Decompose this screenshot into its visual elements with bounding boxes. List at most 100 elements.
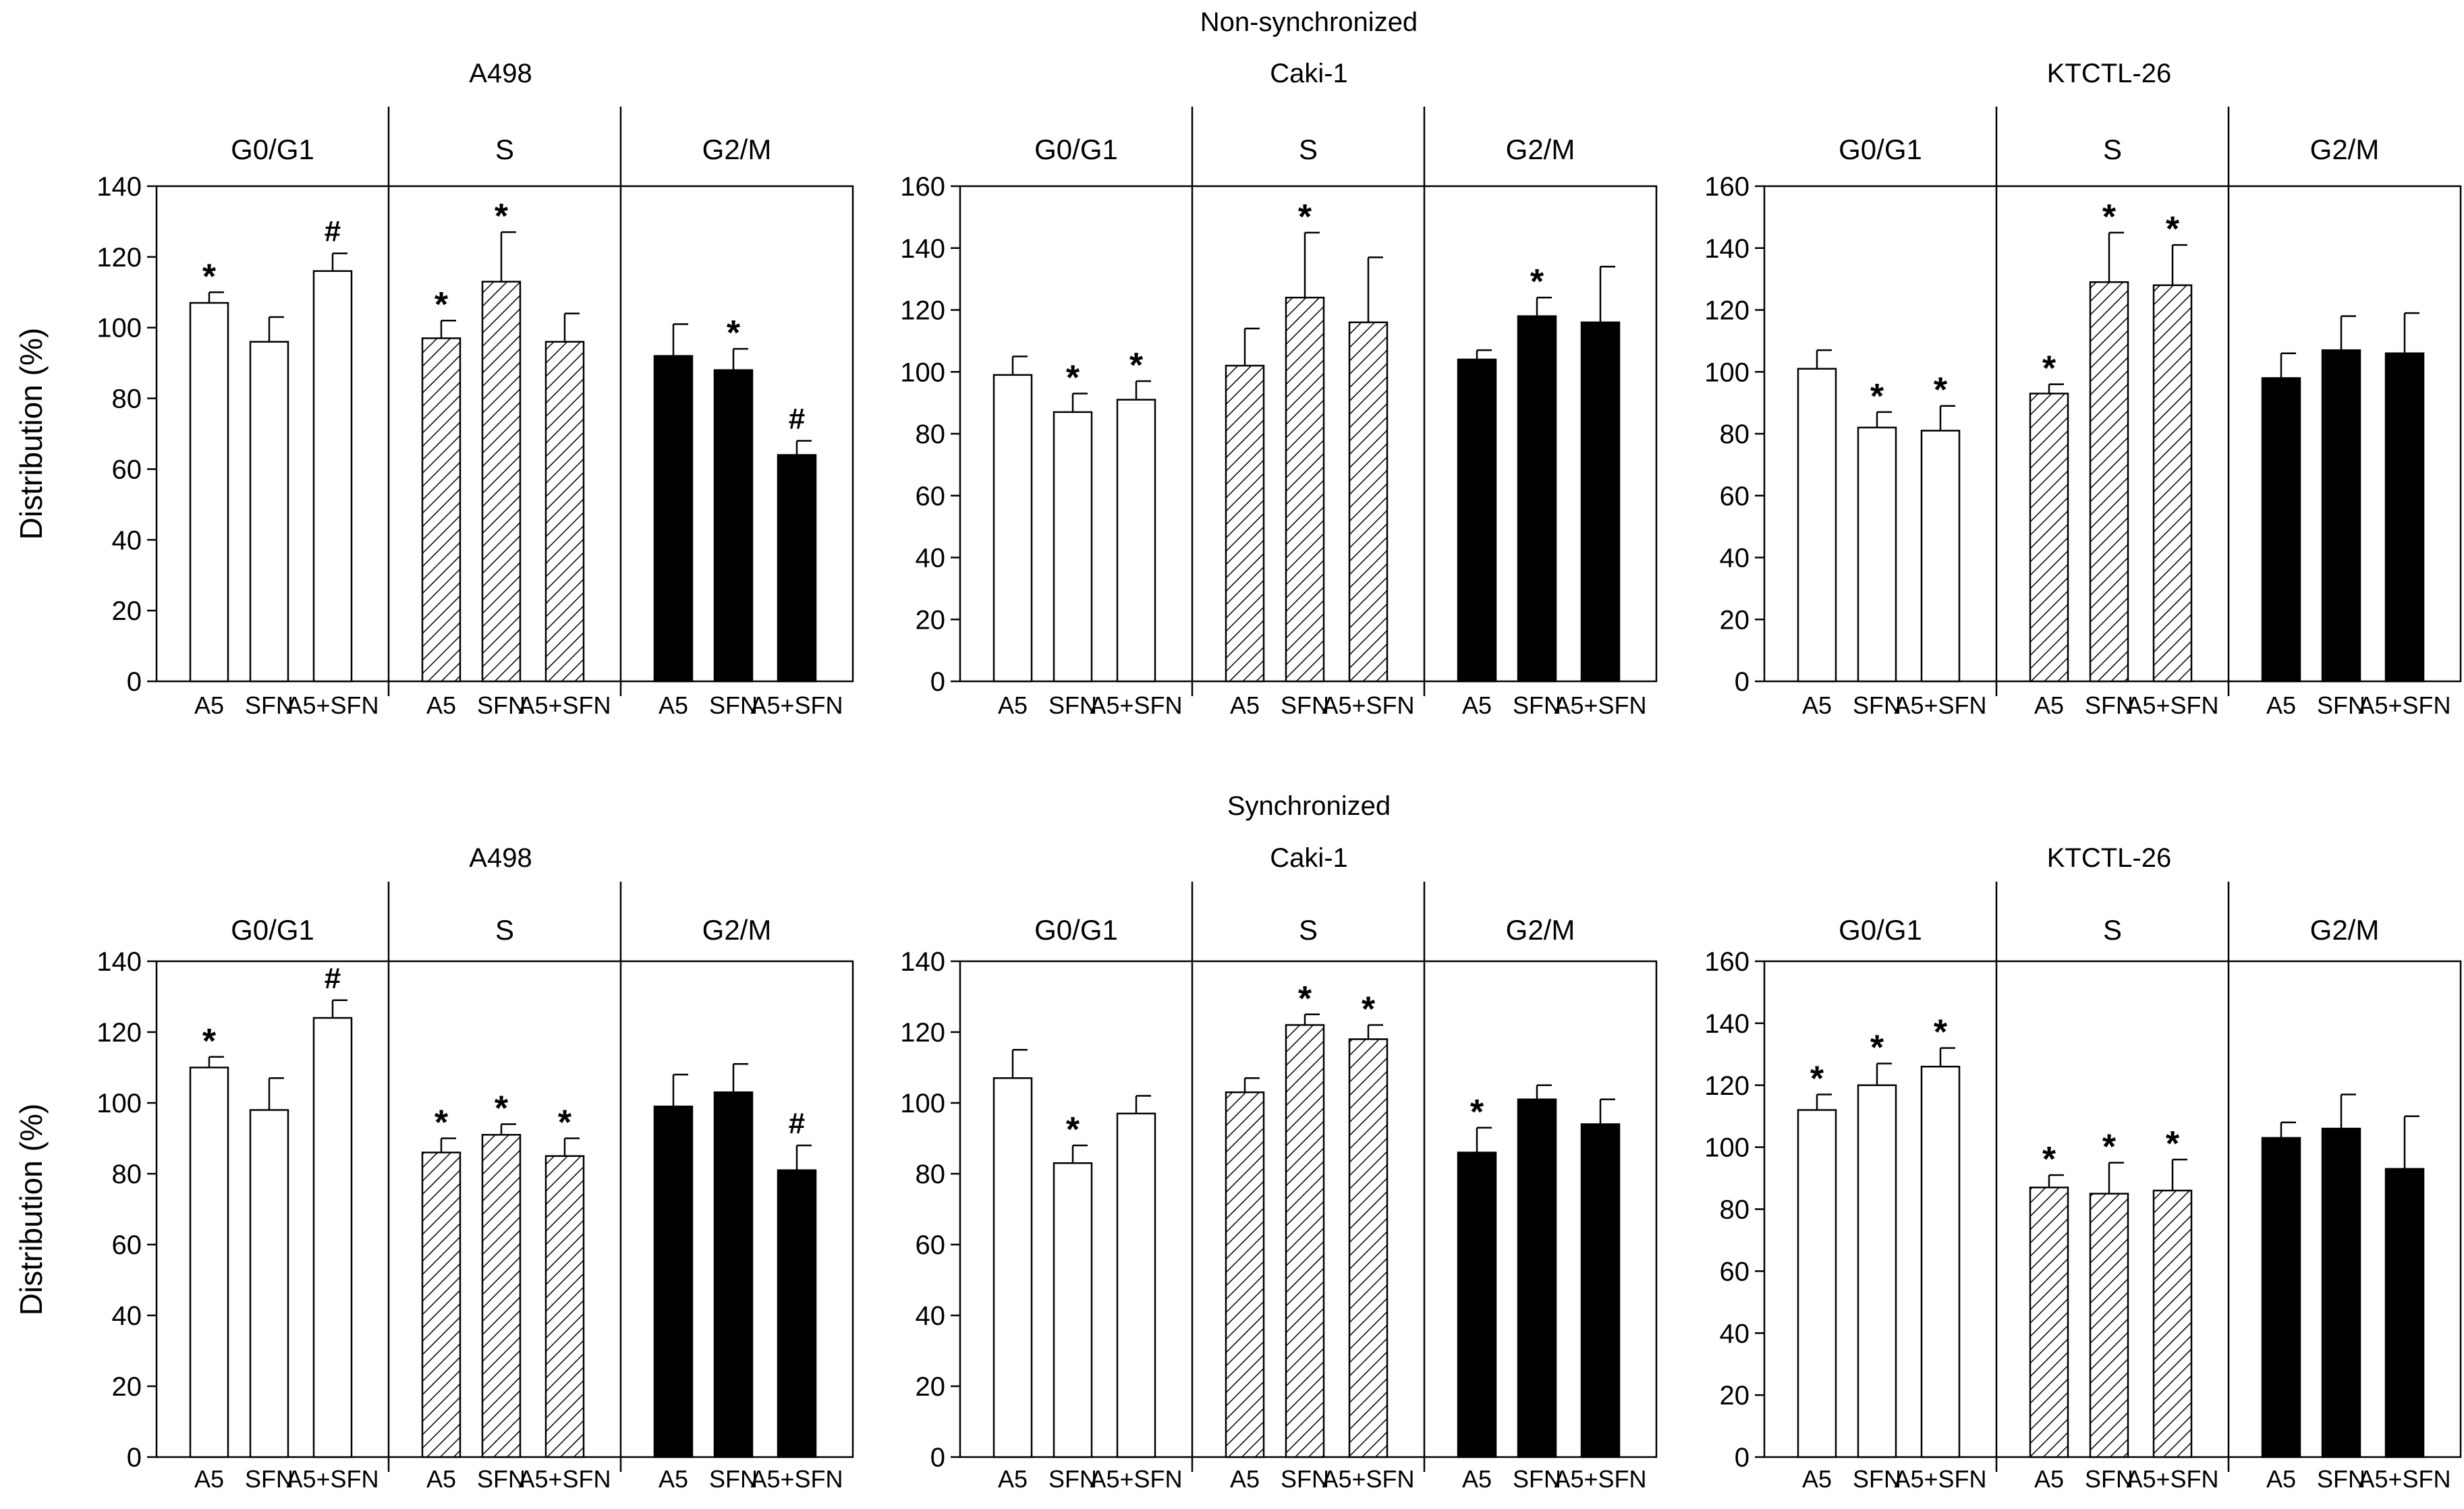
category-label: A5+SFN (2126, 691, 2218, 719)
bar-G2/M-A5+SFN (1580, 321, 1621, 683)
significance-mark: * (1870, 1029, 1884, 1068)
y-tick-label: 120 (96, 243, 142, 273)
phase-label: G2/M (702, 914, 772, 946)
significance-mark: * (2166, 1124, 2180, 1164)
category-label: A5+SFN (1894, 1465, 1986, 1493)
bar-G0/G1-A5 (189, 1066, 229, 1458)
y-tick-label: 0 (1735, 1443, 1749, 1473)
bar-S-SFN (1285, 1024, 1325, 1458)
significance-mark: * (2102, 1128, 2117, 1167)
category-label: SFN (477, 1465, 526, 1493)
bar-G0/G1-A5 (189, 302, 229, 683)
category-label: A5+SFN (2358, 1465, 2451, 1493)
y-tick-label: 120 (1704, 1071, 1749, 1101)
y-tick-label: 120 (96, 1018, 142, 1048)
section-title: Synchronized (1227, 791, 1391, 821)
category-label: A5 (659, 1465, 688, 1493)
bar-G2/M-A5 (2261, 1137, 2301, 1458)
y-axis-label: Distribution (%) (13, 328, 49, 540)
category-label: A5 (194, 1465, 224, 1493)
category-label: A5+SFN (2358, 691, 2451, 719)
category-label: SFN (1853, 1465, 1901, 1493)
category-label: SFN (245, 1465, 293, 1493)
y-tick-label: 0 (930, 1443, 945, 1473)
bar-S-A5 (2029, 393, 2069, 683)
y-tick-label: 60 (916, 482, 946, 511)
significance-mark: * (1362, 990, 1376, 1029)
bar-S-A5+SFN (1348, 321, 1389, 683)
significance-mark: * (1470, 1093, 1484, 1132)
y-tick-label: 100 (96, 314, 142, 343)
significance-mark: * (435, 285, 449, 324)
bar-S-A5+SFN (544, 1155, 585, 1458)
bar-S-SFN (2089, 281, 2129, 683)
panel-title: KTCTL-26 (2047, 59, 2172, 88)
significance-mark: * (1298, 979, 1312, 1019)
bar-S-A5 (2029, 1187, 2069, 1458)
y-axis-label: Distribution (%) (13, 1104, 49, 1315)
category-label: SFN (2085, 691, 2133, 719)
significance-mark: * (202, 257, 217, 296)
bar-G2/M-SFN (713, 369, 754, 683)
panel-title: Caki-1 (1270, 843, 1348, 873)
category-label: A5+SFN (2126, 1465, 2218, 1493)
bar-G0/G1-SFN (1857, 1084, 1897, 1458)
bar-G2/M-A5+SFN (777, 1169, 817, 1458)
category-label: A5+SFN (1090, 1465, 1182, 1493)
phase-label: G2/M (702, 134, 772, 165)
significance-mark: * (727, 314, 741, 353)
y-tick-label: 0 (127, 667, 142, 697)
category-label: SFN (709, 691, 758, 719)
significance-mark: # (325, 215, 341, 248)
phase-label: G2/M (2310, 914, 2380, 946)
bar-G2/M-SFN (1517, 1098, 1557, 1458)
category-label: A5 (998, 691, 1028, 719)
y-tick-label: 140 (1704, 1009, 1749, 1039)
y-tick-label: 160 (1704, 947, 1749, 977)
y-tick-label: 20 (1720, 605, 1750, 635)
y-tick-label: 60 (112, 1230, 142, 1260)
category-label: A5+SFN (286, 1465, 379, 1493)
bar-G2/M-A5 (653, 355, 694, 683)
significance-mark: * (1129, 346, 1144, 385)
significance-mark: * (2166, 210, 2180, 249)
y-tick-label: 40 (1720, 544, 1750, 573)
phase-label: G0/G1 (1839, 134, 1922, 165)
y-tick-label: 40 (916, 1301, 946, 1331)
y-tick-label: 0 (930, 667, 945, 697)
category-label: A5 (2034, 1465, 2064, 1493)
y-tick-label: 80 (112, 1160, 142, 1189)
bar-S-SFN (2089, 1193, 2129, 1458)
phase-label: S (495, 914, 514, 946)
category-label: A5 (426, 691, 456, 719)
bar-G0/G1-A5+SFN (312, 1017, 353, 1458)
category-label: A5+SFN (286, 691, 379, 719)
y-tick-label: 0 (1735, 667, 1749, 697)
category-label: SFN (477, 691, 526, 719)
significance-mark: * (1530, 262, 1544, 302)
panel-KTCTL-26: KTCTL-26 0 20 40 60 80 100 120 140 160 G0/G1 * A5 * SF… (1704, 843, 2462, 1493)
y-tick-label: 140 (96, 172, 142, 202)
category-label: SFN (1513, 691, 1561, 719)
bar-S-A5+SFN (2152, 1189, 2193, 1458)
bar-G0/G1-A5 (992, 374, 1033, 683)
bar-G0/G1-A5+SFN (1116, 399, 1156, 683)
phase-label: G2/M (2310, 134, 2380, 165)
bar-G0/G1-SFN (1053, 411, 1093, 683)
category-label: A5 (659, 691, 688, 719)
category-label: A5 (426, 1465, 456, 1493)
category-label: A5 (1462, 1465, 1492, 1493)
y-tick-label: 100 (900, 1089, 945, 1118)
category-label: SFN (2317, 1465, 2365, 1493)
category-label: SFN (1281, 1465, 1329, 1493)
panel-A498: A498 0 20 40 60 80 100 120 140 G0/G1 * A5 SFN # A5+SFN… (96, 843, 854, 1493)
section-0: Non-synchronized Distribution (%) A498 0 20 4… (13, 7, 2462, 719)
bar-S-A5+SFN (2152, 284, 2193, 683)
bar-G2/M-SFN (2321, 349, 2361, 683)
bar-G2/M-SFN (2321, 1127, 2361, 1458)
category-label: SFN (1513, 1465, 1561, 1493)
y-tick-label: 100 (1704, 1133, 1749, 1163)
y-tick-label: 60 (1720, 482, 1750, 511)
significance-mark: # (789, 1107, 805, 1140)
